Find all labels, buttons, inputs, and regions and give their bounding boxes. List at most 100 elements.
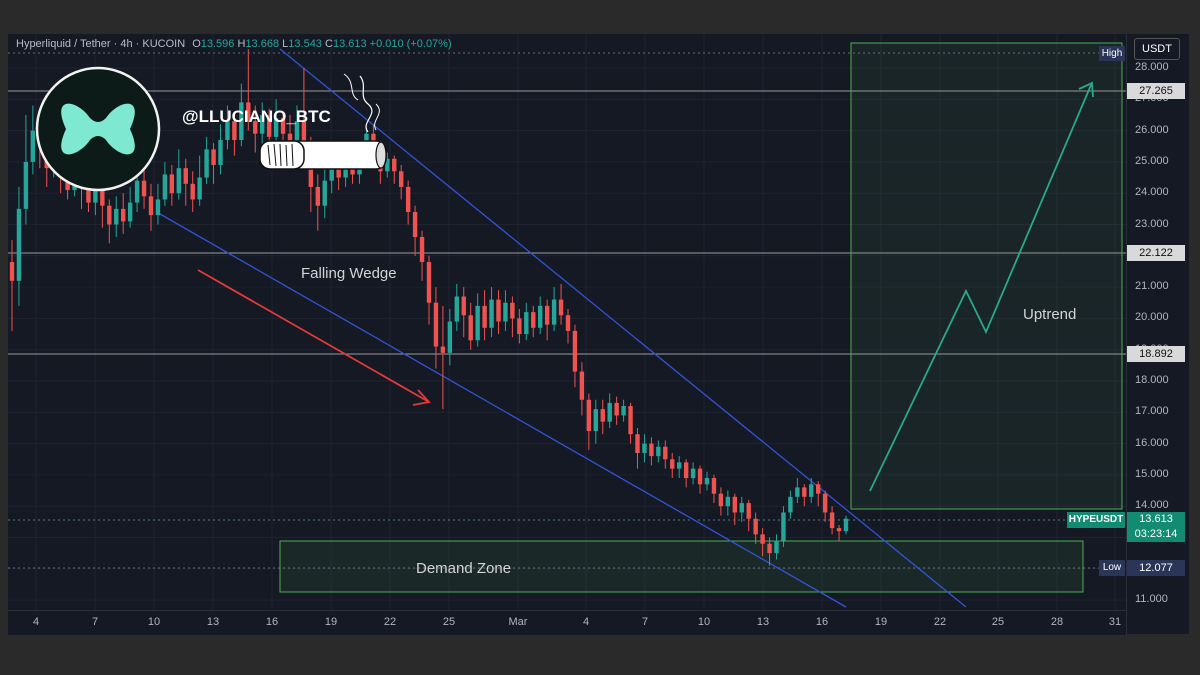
wedge-upper-line[interactable] [279,48,967,608]
low-value-badge: 12.077 [1127,560,1185,576]
candle-down [496,299,501,322]
candle-down [579,371,585,400]
candle-up [538,305,543,328]
demand-zone-box[interactable] [279,540,1084,593]
close-value: 13.613 [332,38,367,50]
candle-up [385,158,390,172]
candle-up [690,468,696,479]
candle-down [760,534,765,544]
candle-up [725,496,731,507]
candle-down [767,543,772,554]
candle-down [697,468,703,485]
candle-down [649,443,654,457]
candle-down [148,196,154,216]
high-value: 13.668 [245,38,280,50]
candle-up [642,443,647,453]
candle-down [635,434,640,453]
wedge-lower-line[interactable] [159,213,847,608]
price-tick-label: 17.000 [1135,405,1169,418]
time-tick-label: 25 [991,616,1005,628]
time-tick-label: 22 [933,616,947,628]
price-tick-label: 11.000 [1135,593,1168,606]
price-tick-label: 16.000 [1135,436,1169,449]
uptrend-label: Uptrend [1023,306,1076,323]
uptrend-arrow[interactable] [869,81,1094,492]
candle-down [510,302,515,319]
time-tick-label: 28 [1050,616,1064,628]
low-badge: Low [1099,560,1125,576]
chart-grid [8,34,1126,610]
demand-zone-label: Demand Zone [416,560,511,577]
candle-down [614,402,619,416]
chart-frame[interactable]: Falling Wedge Demand Zone Uptrend @LLUCI… [8,34,1189,635]
open-label: O [192,38,201,50]
candle-down [670,459,675,469]
candle-down [141,180,147,197]
candle-up [704,478,710,485]
candle-up [273,118,279,137]
candles-layer [9,49,849,566]
open-value: 13.596 [200,38,235,50]
ohlc-header: Hyperliquid / Tether · 4h · KUCOIN O13.5… [16,38,452,50]
time-axis[interactable]: 4 7 10 13 16 19 22 25 Mar 4 7 10 13 16 19 22 25 28 31 [8,610,1126,635]
candle-down [544,305,550,325]
candle-up [162,174,168,200]
candle-up [788,496,793,513]
price-tick-label: 28.000 [1135,61,1169,73]
time-tick-label: 4 [582,616,590,628]
price-tick-label: 26.000 [1135,123,1169,136]
candle-down [822,493,828,513]
candle-down [600,409,605,422]
last-price-badge: 13.613 03:23:14 [1127,512,1185,542]
last-price-value: 13.613 [1139,513,1173,525]
low-label: L [282,38,289,50]
level-badge-18892: 18.892 [1127,346,1185,362]
uptrend-target-box[interactable] [850,42,1123,510]
candle-up [294,121,300,147]
candle-down [190,183,195,200]
high-label: H [237,38,246,50]
downtrend-arrow[interactable] [197,269,431,406]
price-tick-label: 23.000 [1135,217,1169,230]
author-handle: @LLUCIANO_BTC [182,107,331,126]
time-tick-label: 10 [147,616,161,628]
candle-up [503,302,508,322]
price-tick-label: 18.000 [1135,374,1169,386]
price-tick-label: 21.000 [1135,280,1169,293]
time-tick-label: 4 [32,616,40,628]
candle-down [558,299,564,316]
candle-down [100,183,105,206]
price-tick-label: 20.000 [1135,311,1169,324]
candle-down [399,171,404,187]
candle-down [683,462,689,479]
candle-down [711,478,717,494]
close-label: C [325,38,333,50]
candle-down [426,262,432,303]
candle-down [433,302,439,347]
price-tick-label: 24.000 [1135,186,1169,199]
time-tick-label: 16 [815,616,829,628]
candle-down [565,315,571,331]
candle-down [183,168,188,184]
time-tick-label: 16 [265,616,279,628]
cigarette-doodle [259,73,387,170]
candle-down [802,487,807,497]
candlestick-chart[interactable]: Falling Wedge Demand Zone Uptrend @LLUCI… [8,34,1188,634]
candle-up [322,180,327,206]
symbol-title[interactable]: Hyperliquid / Tether · 4h · KUCOIN [16,38,186,50]
candle-down [169,174,175,194]
price-axis[interactable]: 28.00027.00026.00025.00024.00023.00022.0… [1126,34,1189,634]
level-badge-22122: 22.122 [1127,245,1185,261]
high-badge: High [1099,46,1125,61]
currency-button[interactable]: USDT [1134,38,1180,60]
candle-up [204,149,209,178]
candle-down [836,528,842,532]
candle-down [732,496,737,513]
candle-down [412,211,418,238]
price-tick-label: 15.000 [1135,467,1169,480]
level-lines [8,52,1133,569]
candle-down [718,493,724,507]
candle-up [23,161,29,209]
candle-down [266,114,272,137]
time-tick-label: 13 [206,616,220,628]
